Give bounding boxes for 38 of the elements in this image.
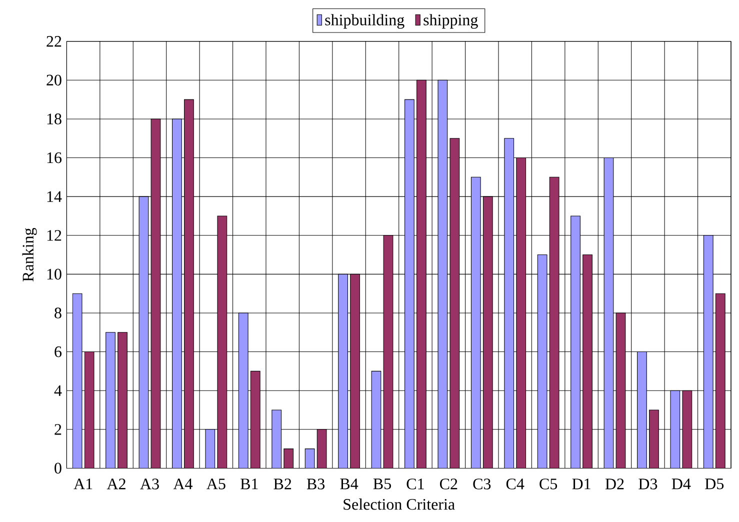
x-tick-label: C1 — [406, 478, 424, 490]
legend-label: shipbuilding — [325, 14, 404, 29]
x-tick-label: C4 — [506, 478, 524, 490]
x-tick-label: D2 — [605, 478, 624, 490]
x-tick-label: D5 — [705, 478, 724, 490]
x-tick-label: A2 — [106, 478, 126, 490]
bar — [304, 448, 315, 468]
y-tick-label: 18 — [47, 114, 62, 125]
x-tick-label: D1 — [572, 478, 590, 490]
y-tick-label: 12 — [47, 230, 62, 241]
y-tick-label: 6 — [54, 346, 62, 358]
x-tick-label: B1 — [240, 478, 258, 490]
x-tick-label: C5 — [540, 478, 558, 490]
bar — [284, 448, 294, 468]
x-tick-label: D3 — [638, 478, 658, 490]
y-tick-label: 0 — [54, 463, 62, 474]
x-tick-label: A1 — [74, 478, 92, 490]
y-tick-label: 20 — [46, 74, 62, 86]
x-tick-label: D4 — [672, 478, 691, 490]
x-tick-label: A5 — [206, 478, 226, 490]
x-axis-title: Selection Criteria — [344, 498, 455, 510]
x-tick-label: B5 — [373, 478, 391, 490]
x-tick-label: B2 — [274, 478, 292, 490]
x-tick-label: B3 — [306, 478, 325, 490]
y-tick-label: 2 — [54, 424, 62, 435]
y-tick-label: 14 — [47, 192, 62, 202]
x-tick-label: C3 — [473, 478, 491, 490]
y-tick-label: 16 — [47, 152, 62, 164]
x-tick-label: A3 — [140, 478, 159, 490]
x-tick-label: C2 — [440, 478, 458, 490]
x-tick-label: A4 — [173, 478, 192, 490]
x-tick-label: B4 — [340, 478, 358, 490]
y-axis-title: Ranking — [22, 228, 37, 282]
y-tick-label: 4 — [54, 386, 62, 396]
legend-label: shipping — [424, 14, 478, 29]
y-tick-label: 22 — [46, 36, 62, 47]
y-tick-label: 8 — [54, 308, 62, 319]
y-tick-label: 10 — [47, 268, 62, 280]
